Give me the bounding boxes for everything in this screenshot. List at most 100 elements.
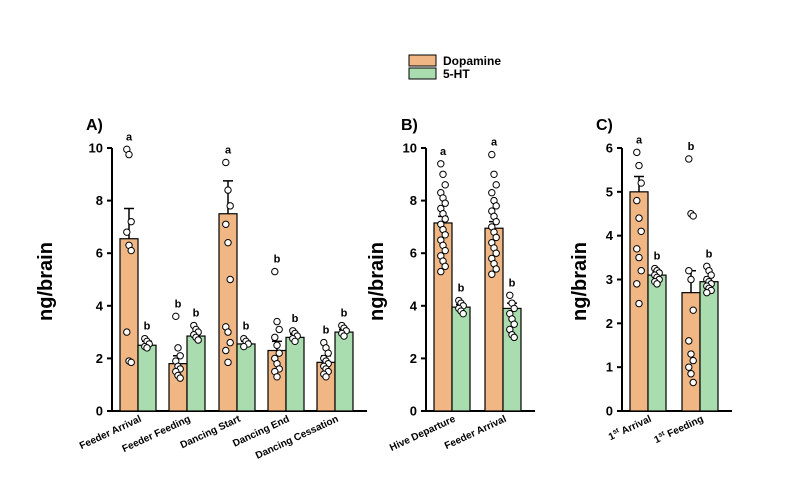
data-point (689, 212, 697, 220)
y-axis-label: ng/brain (366, 242, 388, 321)
y-tick-label: 2 (96, 351, 103, 366)
data-point (635, 214, 643, 222)
data-point (635, 299, 643, 308)
data-point (340, 332, 348, 340)
data-point (687, 370, 695, 378)
data-point (633, 148, 641, 157)
legend-swatch-5-ht (408, 67, 437, 80)
data-point (123, 228, 131, 236)
data-point (687, 275, 695, 284)
data-point (224, 358, 232, 367)
data-point (707, 271, 715, 279)
significance-letter: b (175, 298, 182, 310)
significance-letter: b (706, 248, 713, 260)
y-tick-label: 10 (403, 141, 417, 156)
panel-label: B) (401, 117, 418, 134)
y-tick-label: 4 (410, 298, 418, 313)
data-point (324, 349, 332, 357)
y-tick-label: 5 (606, 184, 613, 199)
data-point (703, 288, 711, 297)
data-point (488, 189, 496, 197)
data-point (492, 233, 500, 242)
bar (451, 306, 471, 412)
data-point (441, 181, 449, 189)
data-point (176, 352, 184, 360)
significance-letter: b (144, 321, 151, 333)
data-point (635, 161, 643, 170)
data-point (222, 158, 230, 167)
legend-swatch-dopamine (408, 54, 437, 67)
significance-letter: b (243, 321, 250, 333)
bar (647, 274, 667, 412)
panel-label: A) (86, 117, 103, 134)
data-point (127, 358, 135, 367)
significance-letter: b (341, 308, 348, 320)
panel-label: C) (596, 117, 613, 134)
significance-letter: b (654, 251, 661, 263)
data-point (437, 160, 445, 168)
data-point (506, 291, 514, 299)
data-point (273, 373, 281, 381)
significance-letter: a (440, 146, 447, 158)
y-tick-label: 1 (606, 360, 613, 375)
bar (137, 344, 157, 412)
data-point (437, 267, 445, 276)
data-point (685, 337, 693, 345)
data-point (224, 238, 232, 247)
significance-letter: a (126, 131, 133, 143)
data-point (224, 328, 232, 336)
significance-letter: b (509, 277, 516, 289)
data-point (510, 320, 518, 328)
data-point (291, 337, 299, 346)
significance-letter: a (636, 134, 643, 146)
data-point (143, 344, 151, 352)
y-tick-label: 4 (96, 298, 104, 313)
data-point (492, 202, 500, 210)
data-point (685, 363, 693, 371)
data-point (635, 253, 643, 262)
significance-letter: b (323, 325, 330, 337)
data-point (127, 217, 135, 226)
data-point (441, 215, 449, 223)
category-label: Dancing Cessation (254, 414, 340, 462)
data-point (439, 170, 447, 179)
significance-letter: b (688, 141, 695, 153)
bar (186, 335, 206, 412)
y-tick-label: 0 (410, 404, 417, 419)
data-point (492, 265, 500, 273)
legend-label: 5-HT (443, 67, 470, 81)
significance-letter: a (491, 137, 498, 149)
bar (334, 331, 354, 412)
data-point (275, 349, 283, 357)
data-point (240, 342, 248, 351)
significance-letter: b (274, 254, 281, 266)
y-tick-label: 4 (606, 228, 614, 243)
data-point (689, 356, 697, 365)
data-point (273, 317, 281, 326)
significance-letter: b (458, 283, 465, 295)
data-point (685, 267, 693, 275)
y-tick-label: 6 (96, 246, 103, 261)
bar (699, 281, 719, 412)
data-point (492, 181, 500, 189)
bar (236, 343, 256, 412)
data-point (441, 231, 449, 239)
data-point (633, 280, 641, 288)
data-point (222, 220, 230, 228)
data-point (637, 179, 645, 187)
data-point (176, 374, 184, 382)
y-axis-label: ng/brain (569, 242, 591, 321)
data-point (637, 267, 645, 275)
data-point (488, 270, 496, 278)
data-point (689, 378, 697, 387)
data-point (271, 267, 279, 276)
data-point (687, 350, 695, 358)
y-tick-label: 8 (410, 193, 417, 208)
data-point (653, 280, 661, 288)
y-tick-label: 0 (96, 404, 103, 419)
data-point (273, 341, 281, 349)
data-point (637, 227, 645, 235)
data-point (222, 346, 230, 355)
